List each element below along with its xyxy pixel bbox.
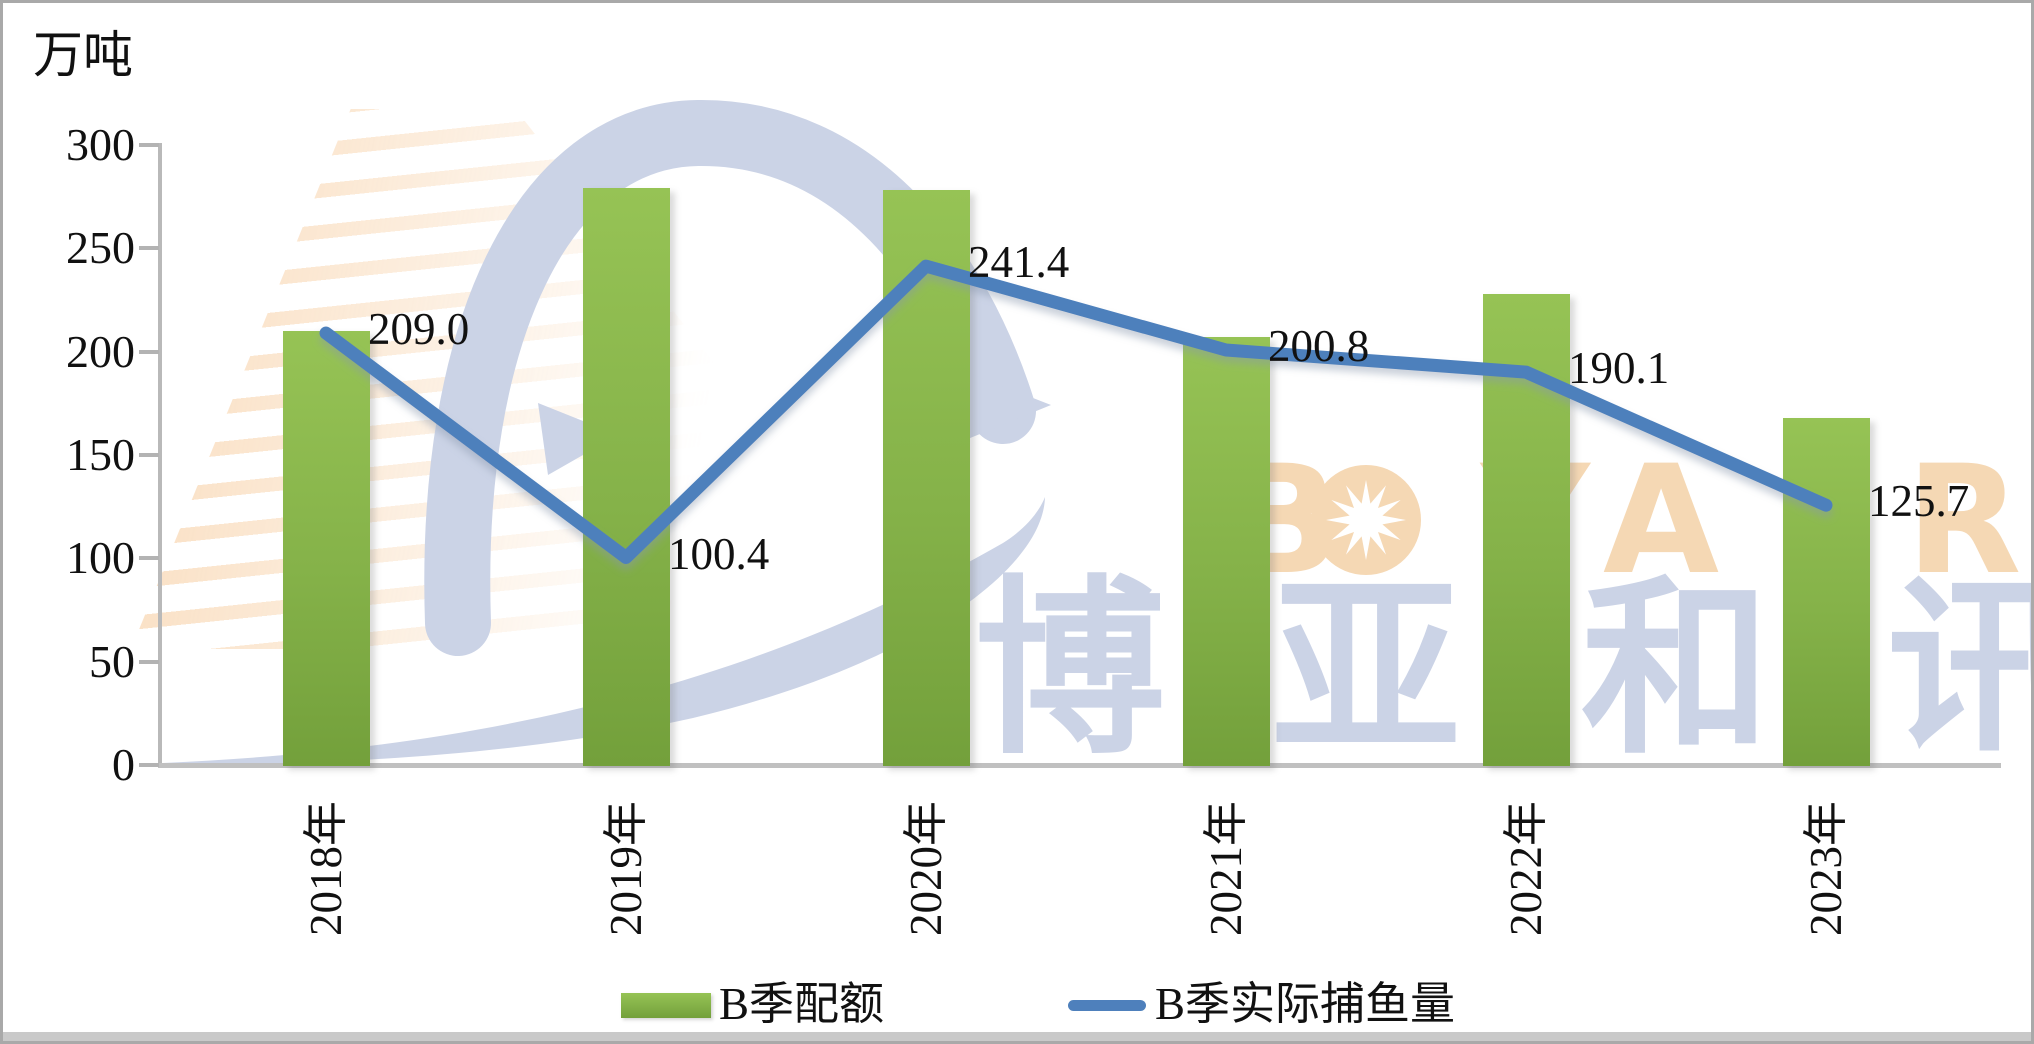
legend-line-label: B季实际捕鱼量: [1155, 979, 1456, 1029]
y-tick-label: 50: [89, 635, 135, 687]
watermark-cn-char-3: 和: [1581, 559, 1772, 780]
legend-bar-swatch: [621, 993, 711, 1018]
y-tick-label: 300: [66, 119, 135, 170]
x-label-2020年: 2020年: [901, 800, 951, 936]
watermark-cn-char-1: 博: [975, 559, 1166, 780]
y-axis-line: [158, 143, 162, 767]
bar-2020年: [882, 190, 970, 766]
x-label-2021年: 2021年: [1201, 800, 1251, 936]
y-tick-label: 250: [66, 222, 135, 274]
bottom-border-strip: [3, 1032, 2031, 1041]
y-tick-label: 100: [66, 532, 135, 584]
y-tick-mark: [139, 763, 159, 767]
x-label-2018年: 2018年: [301, 800, 351, 936]
x-axis-line: [158, 763, 2001, 768]
y-tick-label: 200: [66, 325, 135, 377]
watermark-cn-char-2: 亚: [1271, 559, 1462, 780]
bar-2018年: [282, 331, 370, 766]
bar-2019年: [582, 188, 670, 766]
x-label-2023年: 2023年: [1801, 800, 1851, 936]
y-tick-mark: [139, 453, 159, 457]
watermark-cn-char-4: 讯: [1887, 575, 2031, 765]
bar-2021年: [1182, 337, 1270, 766]
y-tick-mark: [139, 556, 159, 561]
y-tick-mark: [139, 659, 159, 664]
bar-2022年: [1482, 293, 1570, 766]
data-label-2020年: 241.4: [968, 237, 1070, 288]
y-tick-label: 0: [112, 739, 135, 790]
y-tick-mark: [139, 246, 159, 251]
watermark-letter-r: R: [1906, 434, 2022, 608]
data-label-2023年: 125.7: [1868, 476, 1970, 527]
data-label-2021年: 200.8: [1268, 321, 1370, 371]
y-tick-mark: [139, 143, 159, 147]
y-tick-label: 150: [66, 429, 135, 480]
legend-bar-label: B季配额: [719, 979, 885, 1029]
y-axis-unit-label: 万吨: [33, 27, 133, 83]
legend-line-swatch: [1068, 1000, 1146, 1011]
x-label-2019年: 2019年: [601, 800, 651, 936]
data-label-2018年: 209.0: [368, 304, 470, 355]
bar-2023年: [1782, 417, 1870, 766]
x-label-2022年: 2022年: [1501, 800, 1551, 936]
data-label-2022年: 190.1: [1568, 343, 1670, 394]
y-tick-mark: [139, 349, 159, 354]
data-label-2019年: 100.4: [668, 528, 770, 579]
